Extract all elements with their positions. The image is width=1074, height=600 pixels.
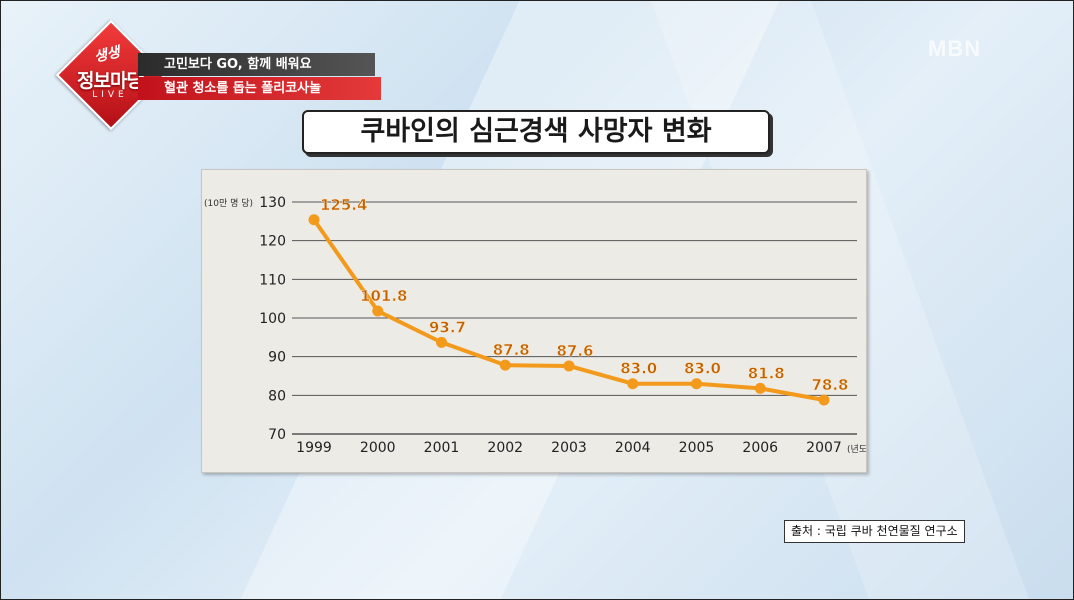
tagline-bottom: 혈관 청소를 돕는 폴리코사놀 — [138, 77, 381, 100]
x-tick-label: 1999 — [296, 440, 332, 456]
data-point — [563, 360, 575, 372]
chart-title: 쿠바인의 심근경색 사망자 변화 — [302, 110, 770, 154]
data-label: 87.6 — [556, 342, 593, 360]
y-tick-label: 110 — [259, 272, 286, 288]
show-logo: 생생 정보마당 LIVE — [55, 19, 167, 131]
data-point — [754, 382, 766, 394]
x-unit-label: (년도) — [847, 444, 866, 455]
data-point — [499, 359, 511, 371]
logo-main-text: 정보마당 — [77, 70, 144, 92]
data-point — [372, 305, 384, 317]
y-tick-label: 130 — [259, 195, 286, 211]
data-label: 78.8 — [811, 376, 848, 394]
y-tick-label: 80 — [268, 388, 286, 404]
y-tick-label: 100 — [259, 311, 286, 327]
data-point — [436, 336, 447, 348]
x-tick-label: 2001 — [424, 440, 460, 456]
data-label: 101.8 — [360, 287, 407, 305]
y-tick-label: 120 — [259, 234, 286, 250]
y-tick-label: 90 — [268, 350, 286, 366]
data-label: 83.0 — [684, 360, 721, 378]
x-tick-label: 2005 — [679, 440, 715, 456]
x-tick-label: 2007 — [806, 440, 842, 456]
chart-panel: 70 80 90 100 110 120 130 (10만 명 당) 1999 2000 2001 2… — [201, 169, 867, 473]
x-tick-label: 2002 — [487, 440, 523, 456]
x-tick-label: 2003 — [551, 440, 587, 456]
x-tick-label: 2004 — [615, 440, 651, 456]
data-point — [818, 394, 830, 406]
y-unit-label: (10만 명 당) — [204, 198, 253, 209]
data-label: 87.8 — [493, 341, 530, 359]
data-label: 125.4 — [320, 196, 367, 214]
data-label: 93.7 — [429, 318, 466, 336]
x-tick-label: 2006 — [742, 440, 778, 456]
y-tick-label: 70 — [268, 427, 286, 443]
data-label: 81.8 — [748, 364, 785, 382]
data-point — [627, 378, 639, 390]
data-label: 83.0 — [620, 360, 657, 378]
logo-live-text: LIVE — [92, 90, 128, 100]
source-label: 출처 : 국립 쿠바 천연물질 연구소 — [784, 520, 965, 543]
line-chart: 70 80 90 100 110 120 130 (10만 명 당) 1999 2000 2001 2… — [204, 195, 866, 456]
x-tick-label: 2000 — [360, 440, 396, 456]
data-point — [308, 214, 320, 226]
data-point — [691, 378, 702, 390]
broadcaster-watermark: MBN — [928, 36, 982, 61]
tagline-top: 고민보다 GO, 함께 배워요 — [138, 53, 375, 76]
